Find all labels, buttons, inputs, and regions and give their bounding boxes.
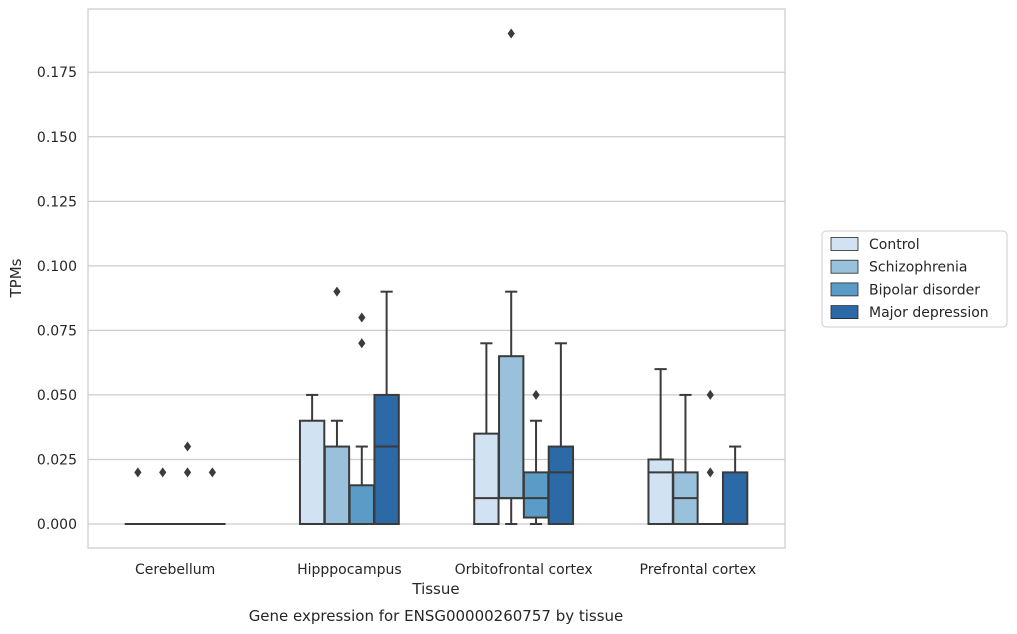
y-tick-label: 0.075	[37, 323, 77, 339]
legend-swatch	[830, 282, 859, 297]
box-iqr	[323, 445, 351, 525]
box-iqr	[473, 432, 500, 525]
box-3-0	[199, 467, 226, 526]
outlier-point	[159, 467, 167, 478]
box-0-3	[647, 368, 674, 525]
box-iqr	[298, 419, 326, 525]
outlier-point	[208, 467, 216, 478]
box-iqr	[522, 471, 550, 519]
plot-frame	[87, 8, 786, 549]
outlier-point	[358, 338, 366, 349]
outlier-point	[706, 389, 714, 400]
x-tick-label: Hipppocampus	[297, 562, 402, 578]
grid-lines	[88, 71, 785, 525]
y-axis-label: TPMs	[7, 258, 25, 298]
legend-swatch	[830, 237, 859, 251]
box-iqr	[498, 355, 525, 500]
box-1-2	[498, 28, 525, 525]
box-2-1	[348, 312, 375, 525]
box-iqr	[547, 445, 575, 525]
box-2-0	[174, 441, 201, 526]
box-0-1	[298, 393, 326, 525]
y-tick-label: 0.025	[37, 452, 77, 468]
x-tick-labels: Cerebellum Hipppocampus Orbitofrontal cort…	[135, 562, 756, 578]
box-iqr	[348, 484, 375, 525]
legend-frame	[821, 230, 1008, 328]
box-3-2	[547, 342, 575, 525]
box-2-3	[697, 389, 724, 526]
box-1-0	[149, 467, 176, 526]
x-axis-label: Tissue	[411, 580, 459, 598]
outlier-point	[333, 286, 341, 297]
chart-caption: Gene expression for ENSG00000260757 by t…	[249, 607, 624, 625]
outlier-point	[706, 467, 714, 478]
box-3-3	[721, 445, 749, 525]
boxes	[124, 28, 749, 526]
outlier-point	[183, 441, 192, 452]
box-1-1	[323, 286, 351, 525]
legend-entry-label: Bipolar disorder	[869, 282, 980, 298]
y-tick-label: 0.150	[37, 130, 77, 146]
y-tick-labels: 0.000 0.025 0.050 0.075 0.100 0.125 0.150 0.175	[37, 65, 77, 533]
box-iqr	[647, 458, 674, 525]
legend-entry-label: Major depression	[869, 305, 989, 321]
box-0-2	[473, 342, 500, 525]
box-2-2	[522, 389, 550, 525]
outlier-point	[134, 467, 142, 478]
outlier-point	[358, 312, 366, 323]
x-tick-label: Cerebellum	[135, 562, 215, 578]
legend-swatch	[830, 305, 859, 320]
legend: Control Schizophrenia Bipolar disorder Majo…	[821, 230, 1008, 328]
outlier-point	[507, 28, 515, 39]
box-0-0	[124, 467, 152, 526]
outlier-point	[183, 467, 192, 478]
y-tick-label: 0.050	[37, 388, 77, 404]
box-1-3	[672, 393, 699, 525]
x-tick-label: Prefrontal cortex	[640, 562, 757, 578]
legend-entry-label: Control	[869, 237, 920, 253]
box-iqr	[373, 393, 400, 525]
box-3-1	[373, 290, 400, 525]
outlier-point	[532, 389, 540, 400]
y-tick-label: 0.100	[37, 259, 77, 275]
legend-swatch	[830, 259, 859, 274]
legend-entry-label: Schizophrenia	[869, 260, 967, 276]
y-tick-label: 0.125	[37, 194, 77, 210]
y-tick-label: 0.000	[37, 517, 77, 533]
x-tick-label: Orbitofrontal cortex	[455, 562, 593, 578]
box-iqr	[721, 471, 749, 525]
y-tick-label: 0.175	[37, 65, 77, 81]
